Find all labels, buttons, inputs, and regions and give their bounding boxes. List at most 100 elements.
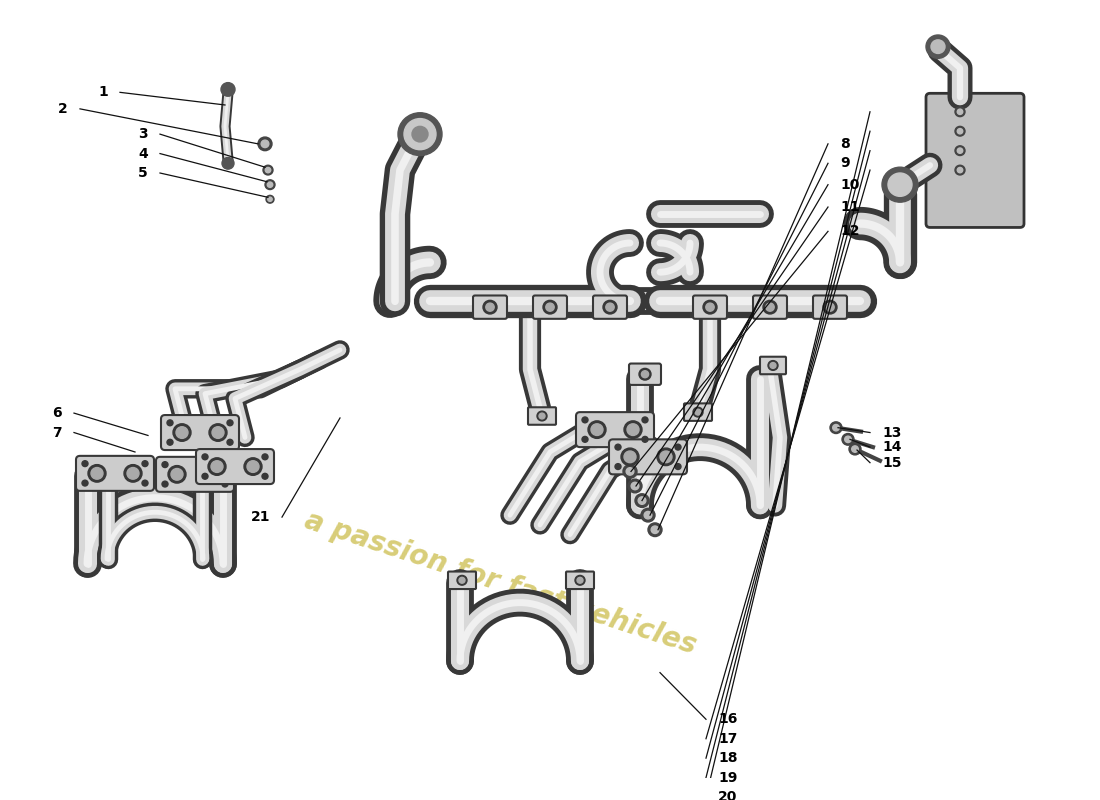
Circle shape [591, 424, 603, 435]
FancyBboxPatch shape [156, 457, 234, 492]
Text: 15: 15 [882, 456, 902, 470]
Circle shape [631, 482, 639, 490]
Circle shape [575, 575, 585, 585]
Circle shape [265, 180, 275, 190]
Circle shape [209, 424, 227, 442]
Text: a passion for fast vehicles: a passion for fast vehicles [300, 506, 700, 660]
Circle shape [833, 425, 839, 431]
Circle shape [766, 303, 774, 311]
Circle shape [221, 82, 235, 96]
Circle shape [82, 480, 88, 486]
Text: 13: 13 [882, 426, 901, 439]
Circle shape [642, 417, 648, 423]
Circle shape [842, 434, 854, 445]
Circle shape [227, 420, 233, 426]
Circle shape [582, 437, 588, 442]
Circle shape [207, 469, 219, 480]
Circle shape [703, 300, 717, 314]
Circle shape [615, 464, 622, 470]
FancyBboxPatch shape [609, 439, 688, 474]
Circle shape [957, 109, 962, 114]
Text: 21: 21 [251, 510, 270, 524]
Circle shape [845, 436, 851, 442]
Circle shape [957, 167, 962, 173]
Circle shape [222, 462, 228, 467]
Circle shape [624, 421, 642, 438]
Circle shape [615, 444, 622, 450]
Text: 7: 7 [53, 426, 62, 439]
Circle shape [763, 300, 777, 314]
Circle shape [830, 422, 842, 434]
Circle shape [248, 461, 258, 472]
Circle shape [660, 451, 672, 462]
Text: 12: 12 [840, 224, 859, 238]
Circle shape [263, 166, 273, 175]
Circle shape [639, 368, 651, 380]
FancyBboxPatch shape [534, 295, 566, 319]
Circle shape [546, 303, 554, 311]
Circle shape [648, 523, 662, 537]
Circle shape [211, 461, 223, 472]
Circle shape [888, 173, 912, 196]
Circle shape [823, 300, 837, 314]
FancyBboxPatch shape [684, 403, 712, 421]
Circle shape [641, 508, 654, 522]
Text: 14: 14 [882, 440, 902, 454]
Circle shape [170, 469, 183, 480]
Circle shape [706, 303, 714, 311]
Text: 1: 1 [98, 86, 108, 99]
Text: 5: 5 [139, 166, 148, 180]
Circle shape [162, 481, 168, 487]
Circle shape [955, 107, 965, 117]
Circle shape [142, 461, 148, 466]
Circle shape [267, 182, 273, 187]
Circle shape [262, 474, 268, 479]
Circle shape [459, 578, 465, 583]
Circle shape [578, 578, 583, 583]
Circle shape [261, 140, 268, 147]
Circle shape [202, 474, 208, 479]
Circle shape [628, 479, 642, 493]
Text: 2: 2 [58, 102, 68, 116]
Circle shape [456, 575, 468, 585]
Circle shape [202, 454, 208, 460]
Circle shape [675, 464, 681, 470]
Circle shape [204, 466, 222, 483]
Text: 11: 11 [840, 200, 859, 214]
FancyBboxPatch shape [813, 295, 847, 319]
Circle shape [955, 126, 965, 136]
Text: 18: 18 [718, 751, 737, 765]
FancyBboxPatch shape [760, 357, 786, 374]
Circle shape [244, 458, 262, 475]
Circle shape [693, 407, 703, 417]
Circle shape [537, 411, 547, 421]
Circle shape [176, 426, 188, 438]
Circle shape [695, 410, 701, 415]
Circle shape [955, 146, 965, 155]
Circle shape [212, 426, 224, 438]
Circle shape [266, 195, 274, 203]
Circle shape [657, 448, 675, 466]
Circle shape [645, 511, 652, 519]
Text: 6: 6 [53, 406, 62, 420]
Circle shape [623, 465, 637, 478]
Circle shape [222, 158, 234, 169]
Circle shape [627, 424, 639, 435]
Circle shape [635, 494, 649, 507]
Circle shape [642, 437, 648, 442]
Circle shape [624, 451, 636, 462]
Circle shape [82, 461, 88, 466]
Circle shape [167, 439, 173, 445]
FancyBboxPatch shape [196, 449, 274, 484]
Circle shape [770, 362, 776, 368]
Circle shape [168, 466, 186, 483]
Circle shape [222, 481, 228, 487]
Circle shape [404, 118, 436, 150]
Circle shape [173, 424, 191, 442]
Circle shape [142, 480, 148, 486]
Circle shape [267, 197, 272, 202]
Circle shape [398, 113, 442, 155]
Circle shape [851, 446, 858, 452]
FancyBboxPatch shape [473, 295, 507, 319]
Circle shape [957, 129, 962, 134]
